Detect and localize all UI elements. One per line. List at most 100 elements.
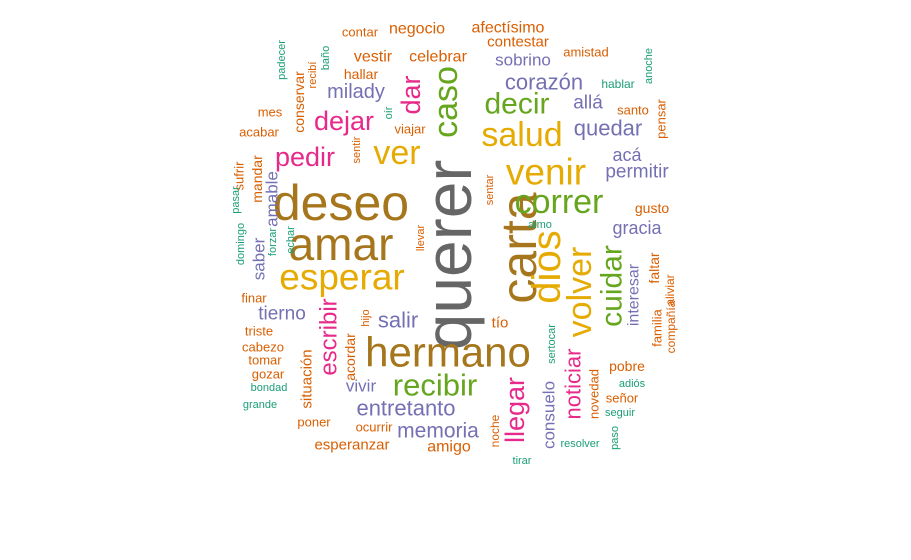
word-cloud-word: seguir [605, 407, 635, 419]
word-cloud-word: tío [492, 315, 509, 332]
word-cloud-word: hermano [365, 329, 531, 376]
word-cloud-word: hijo [360, 309, 372, 326]
word-cloud-word: oír [383, 106, 395, 119]
word-cloud-word: memoria [397, 420, 479, 443]
word-cloud-word: deseo [273, 175, 409, 231]
word-cloud-word: recibir [393, 368, 477, 403]
word-cloud-word: viajar [394, 122, 426, 137]
word-cloud-word: amable [263, 171, 282, 227]
word-cloud-word: sobrino [495, 51, 551, 70]
word-cloud-word: tierno [258, 304, 306, 325]
word-cloud-word: situación [299, 349, 316, 408]
word-cloud-word: cuidar [596, 245, 629, 327]
word-cloud-word: triste [245, 324, 273, 339]
word-cloud-word: carta [491, 192, 547, 303]
word-cloud-word: llegar [500, 377, 530, 443]
word-cloud-word: quedar [574, 116, 643, 141]
word-cloud-word: compañía [664, 300, 678, 353]
word-cloud-word: celebrar [409, 49, 467, 66]
word-cloud-word: vivir [346, 377, 377, 396]
word-cloud-word: forzar [267, 228, 279, 256]
word-cloud-word: sentir [351, 136, 363, 163]
word-cloud-word: tirar [513, 455, 532, 467]
word-cloud-word: finar [241, 291, 267, 306]
word-cloud-word: vestir [354, 49, 393, 66]
word-cloud-word: permitir [605, 162, 669, 183]
word-cloud-word: llevar [415, 225, 427, 252]
word-cloud-word: hablar [601, 77, 634, 91]
word-cloud-word: mes [258, 105, 283, 120]
word-cloud-word: faltar [646, 252, 662, 283]
word-cloud-word: padecer [276, 40, 288, 80]
word-cloud-word: ver [373, 134, 420, 172]
word-cloud-word: allá [573, 93, 603, 114]
word-cloud-word: volver [561, 247, 599, 338]
word-cloud-word: entretanto [356, 396, 455, 421]
word-cloud-word: escribir [316, 298, 343, 375]
word-cloud-word: echar [285, 226, 297, 254]
word-cloud-word: pedir [275, 142, 335, 172]
word-cloud-word: interesar [626, 263, 643, 326]
word-cloud-word: acabar [239, 125, 279, 140]
word-cloud-word: ocurrir [356, 420, 394, 435]
word-cloud-word: almo [528, 219, 552, 231]
word-cloud-word: sertocar [546, 324, 558, 364]
word-cloud-word: dar [396, 75, 426, 114]
word-cloud-word: amigo [427, 439, 471, 456]
word-cloud-word: pasar [230, 186, 242, 214]
word-cloud-word: anoche [643, 48, 655, 84]
word-cloud-word: dios [525, 230, 569, 303]
word-cloud-word: gozar [252, 367, 285, 382]
word-cloud-word: venir [506, 152, 586, 193]
word-cloud-word: noticiar [561, 349, 586, 420]
word-cloud-word: tomar [248, 353, 282, 368]
word-cloud-word: bondad [251, 382, 288, 394]
word-cloud-word: cabezo [242, 340, 284, 355]
word-cloud-word: baño [320, 46, 332, 70]
word-cloud-word: pobre [609, 358, 645, 374]
word-cloud-word: aliviar [663, 274, 677, 305]
word-cloud-word: hallar [344, 66, 379, 82]
word-cloud-word: salir [378, 308, 418, 333]
word-cloud-word: corazón [505, 70, 583, 95]
word-cloud-word: resolver [560, 438, 599, 450]
word-cloud-word: novedad [587, 369, 602, 419]
word-cloud-word: mandar [249, 155, 265, 203]
word-cloud-word: querer [411, 160, 485, 351]
word-cloud-word: sufrir [232, 161, 247, 191]
word-cloud-word: familia [650, 308, 665, 346]
word-cloud-word: sentar [484, 174, 496, 205]
word-cloud-word: dejar [314, 106, 374, 136]
word-cloud-word: amistad [563, 45, 609, 60]
word-cloud-word: gusto [635, 200, 669, 216]
word-cloud-word: grande [243, 399, 277, 411]
word-cloud-word: amar [289, 218, 394, 270]
word-cloud-word: consuelo [540, 381, 559, 449]
word-cloud-word: decir [484, 88, 549, 121]
word-cloud-word: pensar [654, 98, 669, 138]
word-cloud-word: milady [327, 81, 385, 103]
word-cloud-word: esperar [279, 257, 404, 298]
word-cloud-word: saber [250, 237, 269, 280]
word-cloud-word: noche [488, 414, 502, 447]
word-cloud-word: conservar [291, 71, 307, 133]
word-cloud-word: recibí [307, 62, 319, 89]
word-cloud-word: contar [342, 25, 379, 40]
word-cloud-word: salud [481, 116, 562, 154]
word-cloud-word: negocio [389, 21, 445, 38]
word-cloud-word: santo [617, 103, 649, 118]
word-cloud-word: correr [515, 183, 604, 221]
word-cloud-word: adiós [619, 378, 646, 390]
word-cloud-word: poner [297, 415, 331, 430]
word-cloud-word: contestar [487, 34, 549, 51]
word-cloud-word: afectísimo [472, 20, 545, 37]
word-cloud-word: señor [606, 391, 639, 406]
word-cloud-word: paso [609, 426, 621, 450]
word-cloud-word: domingo [235, 223, 247, 265]
word-cloud-word: acá [612, 145, 642, 165]
word-cloud-word: acordar [342, 333, 358, 381]
word-cloud-word: gracia [612, 218, 662, 238]
word-cloud-word: caso [427, 66, 465, 138]
